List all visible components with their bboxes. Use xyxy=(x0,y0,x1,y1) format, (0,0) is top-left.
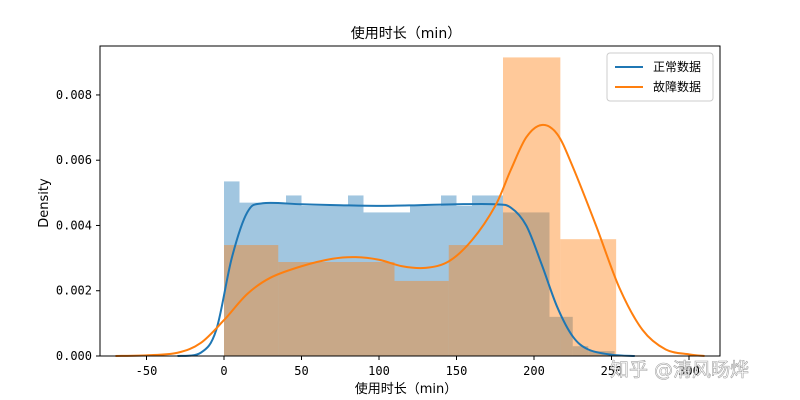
hist-bar-series-1-bin-4 xyxy=(301,205,348,356)
hist-bar-series-1-bin-1 xyxy=(224,181,240,356)
hist-bar-series-2-bin-4 xyxy=(448,245,503,356)
y-tick-label-5: 0.008 xyxy=(56,88,92,102)
plot-frame xyxy=(99,45,721,357)
kde-line-series-2 xyxy=(115,123,705,357)
chart-title: 使用时长（min） xyxy=(351,25,461,42)
hist-bar-series-2-bin-6 xyxy=(560,239,617,356)
hist-bar-series-1-bin-14 xyxy=(572,346,589,356)
y-tick-label-3: 0.004 xyxy=(56,218,92,232)
x-tick-label-3: 50 xyxy=(294,364,308,378)
hist-bar-series-1-bin-2 xyxy=(239,202,286,356)
x-tick-label-1: -50 xyxy=(136,364,158,378)
x-axis-label: 使用时长（min） xyxy=(355,381,458,397)
y-tick-label-2: 0.002 xyxy=(56,284,92,298)
x-tick-label-7: 250 xyxy=(601,364,623,378)
legend-box xyxy=(606,52,714,102)
y-tick-label-1: 0.000 xyxy=(56,349,92,363)
legend-label-series-1: 正常数据 xyxy=(653,59,701,74)
hist-bar-series-2-bin-1 xyxy=(224,245,279,356)
x-tick-label-6: 200 xyxy=(523,364,545,378)
hist-bar-series-1-bin-5 xyxy=(348,195,364,356)
y-axis-label: Density xyxy=(37,178,52,228)
hist-bar-series-1-bin-6 xyxy=(363,212,410,356)
hist-bar-series-1-bin-12 xyxy=(534,212,550,356)
kde-line-series-1 xyxy=(177,201,635,357)
watermark: 知乎 @清风旸烨 xyxy=(610,359,749,381)
x-tick-label-2: 0 xyxy=(220,364,227,378)
hist-bar-series-1-bin-8 xyxy=(441,195,457,356)
x-tick-label-5: 150 xyxy=(446,364,468,378)
hist-bar-series-2-bin-5 xyxy=(503,57,561,356)
legend-label-series-2: 故障数据 xyxy=(653,79,701,94)
hist-bar-series-1-bin-7 xyxy=(410,205,441,356)
hist-bar-series-1-bin-11 xyxy=(503,212,534,356)
x-tick-label-4: 100 xyxy=(368,364,390,378)
y-tick-label-4: 0.006 xyxy=(56,153,92,167)
hist-bar-series-2-bin-3 xyxy=(394,280,449,356)
hist-bar-series-1-bin-10 xyxy=(472,195,503,356)
x-tick-label-8: 300 xyxy=(678,364,700,378)
hist-bar-series-2-bin-2 xyxy=(278,262,395,356)
hist-bar-series-1-bin-3 xyxy=(286,195,302,356)
